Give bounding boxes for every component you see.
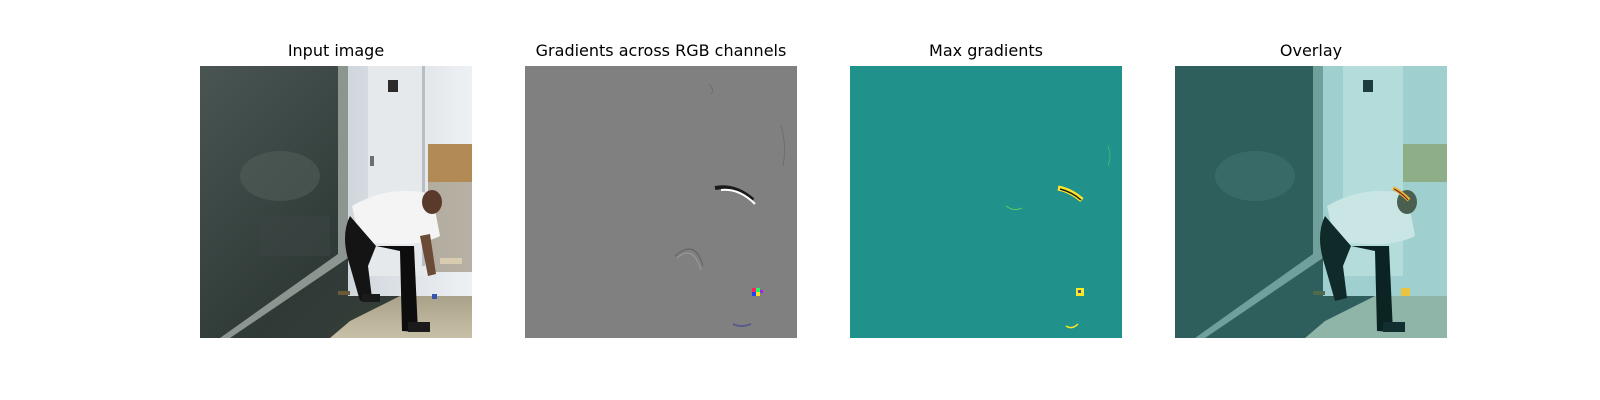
gradient-map [525,66,797,338]
gradients-rgb-image [525,66,797,338]
panel-gradients-rgb: Gradients across RGB channels [525,36,797,338]
max-gradients-image [850,66,1122,338]
input-image [200,66,472,338]
panel-title: Input image [287,41,385,60]
panel-title: Gradients across RGB channels [535,41,787,60]
saliency-map [850,66,1122,338]
overlay-image [1175,66,1447,338]
panel-title: Overlay [1279,41,1343,60]
panel-max-gradients: Max gradients [850,36,1122,338]
scene [200,66,472,338]
panel-input-image: Input image [200,36,472,338]
overlay-scene [1175,66,1447,338]
panel-title: Max gradients [929,41,1043,60]
panel-overlay: Overlay [1175,36,1447,338]
